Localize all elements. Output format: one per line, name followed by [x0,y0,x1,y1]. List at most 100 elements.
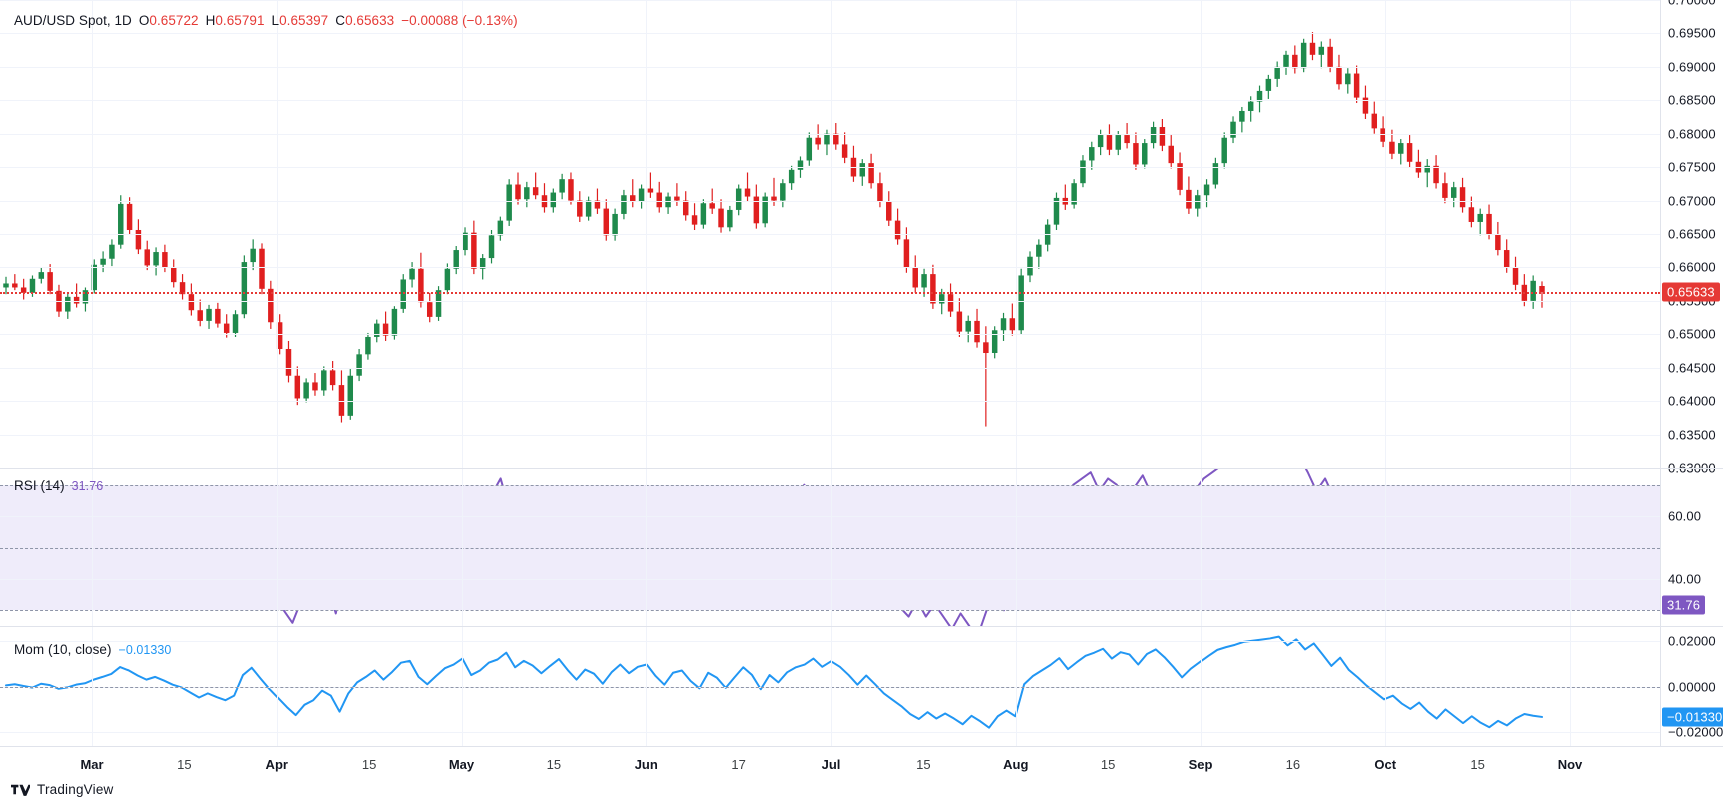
momentum-axis-label: 0.00000 [1668,679,1716,694]
price-plot-area[interactable] [0,0,1660,468]
price-axis-label: 0.65000 [1668,326,1716,342]
time-gridline [1015,469,1017,626]
current-price-badge: 0.65633 [1662,282,1720,302]
price-axis[interactable]: 0.70000 0.69500 0.69000 0.68500 0.68000 0.675… [1660,0,1723,476]
price-gridline [0,0,1660,1]
price-axis-label: 0.64000 [1668,393,1716,409]
time-gridline [1385,0,1387,468]
time-gridline [1570,469,1571,626]
time-axis-day-tick: 17 [731,757,746,772]
time-axis-month-tick: Aug [1003,757,1029,772]
time-gridline [92,627,93,746]
rsi-axis-label: 40.00 [1668,571,1702,587]
rsi-value-badge: 31.76 [1662,595,1706,615]
time-gridline [646,469,648,626]
momentum-axis-label: 0.02000 [1668,633,1716,649]
legend-open-value: 0.65722 [149,13,199,28]
time-axis-day-tick: 15 [1470,757,1485,772]
time-gridline [276,627,278,746]
time-gridline [1015,0,1017,468]
momentum-zero-line [0,686,1660,688]
price-legend[interactable]: AUD/USD Spot, 1D O0.65722 H0.65791 L0.65397… [14,13,518,28]
time-gridline [92,0,93,468]
time-axis-month-tick: Mar [80,757,104,772]
time-gridline [1385,627,1387,746]
legend-close-value: 0.65633 [345,13,395,28]
rsi-level-line [0,610,1660,612]
price-gridline [0,401,1660,403]
time-axis-day-tick: 15 [546,757,562,772]
legend-low-label: L [271,13,280,28]
price-axis-label: 0.67000 [1668,193,1716,209]
price-gridline [0,66,1660,68]
momentum-legend-value: −0.01330 [118,643,172,657]
rsi-gridline [0,516,1660,518]
time-gridline [1570,627,1571,746]
price-gridline [0,33,1660,35]
price-gridline [0,300,1660,302]
momentum-gridline [0,732,1660,734]
time-gridline [276,0,278,468]
rsi-axis[interactable]: 60.00 40.00 31.76 [1660,469,1723,626]
time-gridline [831,0,832,468]
legend-open-label: O [138,13,150,28]
momentum-legend-title[interactable]: Mom (10, close) [14,642,112,657]
rsi-pane[interactable]: 60.00 40.00 31.76 [0,468,1723,626]
rsi-band-fill [0,484,1660,611]
price-axis-divider [1660,0,1661,468]
price-pane[interactable]: 0.70000 0.69500 0.69000 0.68500 0.68000 0.675… [0,0,1723,476]
time-gridline [831,469,832,626]
time-gridline [461,627,463,746]
momentum-value-badge: −0.01330 [1662,707,1723,727]
momentum-series [5,635,1543,729]
time-gridline [1200,469,1202,626]
legend-high-label: H [205,13,216,28]
momentum-axis[interactable]: 0.02000 0.00000 −0.02000 −0.01330 [1660,627,1723,746]
legend-change-value: −0.00088 (−0.13%) [401,13,518,28]
time-gridline [461,469,463,626]
current-price-line [0,291,1660,294]
price-gridline [0,200,1660,202]
legend-symbol[interactable]: AUD/USD Spot, 1D [14,13,132,28]
time-axis[interactable]: Mar 15 Apr 15 May 15 Jun 17 Jul 15 Aug 15 Sep 16 Oct 15… [0,746,1723,781]
time-gridline [1200,0,1202,468]
time-axis-month-tick: Sep [1188,757,1213,772]
time-axis-month-tick: May [448,757,475,772]
time-gridline [1570,0,1571,468]
momentum-pane[interactable]: 0.02000 0.00000 −0.02000 −0.01330 [0,626,1723,746]
time-axis-month-tick: Jul [821,757,841,772]
rsi-gridline [0,578,1660,580]
momentum-axis-divider [1660,627,1661,746]
time-gridline [461,0,463,468]
rsi-axis-label: 60.00 [1668,508,1702,524]
time-axis-month-tick: Nov [1557,757,1583,772]
brand-bar: TradingView [0,781,1723,803]
rsi-level-line [0,484,1660,486]
momentum-legend[interactable]: Mom (10, close) −0.01330 [14,642,171,657]
momentum-plot-area[interactable] [0,627,1660,746]
price-gridline [0,334,1660,336]
time-gridline [831,627,832,746]
time-gridline [1385,469,1387,626]
rsi-plot-area[interactable] [0,469,1660,626]
time-axis-day-tick: 15 [916,757,931,772]
price-gridline [0,100,1660,102]
price-axis-label: 0.68000 [1668,126,1716,142]
price-axis-label: 0.68500 [1668,92,1716,108]
rsi-legend-title[interactable]: RSI (14) [14,478,65,493]
momentum-gridline [0,640,1660,642]
price-axis-label: 0.69500 [1668,25,1716,41]
momentum-axis-label: −0.02000 [1668,724,1723,740]
brand-name: TradingView [37,782,114,797]
candlestick-series [3,32,1545,427]
legend-close-label: C [335,13,346,28]
rsi-legend[interactable]: RSI (14) 31.76 [14,478,103,493]
price-gridline [0,234,1660,235]
time-gridline [1200,627,1202,746]
time-axis-month-tick: Apr [265,757,288,772]
rsi-legend-value: 31.76 [71,479,104,493]
price-gridline [0,267,1660,269]
time-axis-day-tick: 16 [1285,757,1301,772]
time-gridline [92,469,93,626]
